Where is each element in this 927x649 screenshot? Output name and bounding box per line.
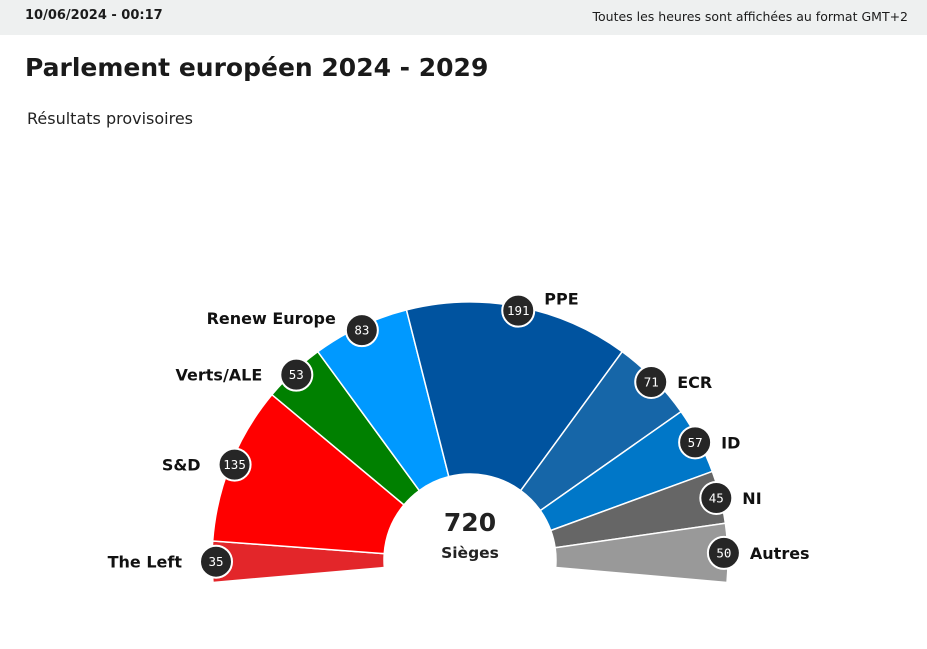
seat-badge-ni: 45 <box>699 480 734 515</box>
segment-renew-europe <box>316 309 450 492</box>
seat-badge-circle <box>279 357 314 392</box>
seat-badge-circle <box>678 425 713 460</box>
seat-count-the-left: 35 <box>208 554 223 569</box>
top-bar: 10/06/2024 - 00:17 Toutes les heures son… <box>0 0 927 35</box>
seat-count-id: 57 <box>688 435 703 450</box>
seat-badge-ecr: 71 <box>634 365 669 400</box>
label-layer: The Left S&D Verts/ALE Renew Europe PPE ECR ID… <box>108 290 810 572</box>
page-title: Parlement européen 2024 - 2029 <box>25 53 489 82</box>
seat-badge-circle <box>344 313 379 348</box>
party-label-sandd: S&D <box>162 456 201 475</box>
seat-count-verts-ale: 53 <box>289 367 304 382</box>
segment-ppe <box>405 301 624 492</box>
total-seats-label: Sièges <box>441 544 499 562</box>
seat-count-renew-europe: 83 <box>354 323 369 338</box>
total-seats-value: 720 <box>444 508 496 537</box>
update-datetime: 10/06/2024 - 00:17 <box>25 8 163 23</box>
party-label-the-left: The Left <box>108 553 183 572</box>
timezone-note: Toutes les heures sont affichées au form… <box>592 9 908 24</box>
page-subtitle: Résultats provisoires <box>27 109 193 128</box>
seat-badge-circle <box>199 544 234 579</box>
seat-badge-circle <box>699 480 734 515</box>
seat-badge-sandd: 135 <box>217 447 252 482</box>
seat-badge-renew-europe: 83 <box>344 313 379 348</box>
segment-layer <box>211 301 729 584</box>
seat-count-ecr: 71 <box>644 375 659 390</box>
party-label-id: ID <box>721 433 740 452</box>
party-label-ni: NI <box>742 489 761 508</box>
party-label-ppe: PPE <box>544 290 578 309</box>
seat-count-sandd: 135 <box>223 457 246 472</box>
seat-count-ni: 45 <box>709 490 724 505</box>
party-label-ecr: ECR <box>677 373 712 392</box>
party-label-renew-europe: Renew Europe <box>207 309 336 328</box>
seat-badge-circle <box>217 447 252 482</box>
segment-autres <box>554 522 729 584</box>
seat-badge-id: 57 <box>678 425 713 460</box>
seat-count-autres: 50 <box>716 545 731 560</box>
seat-badge-circle <box>634 365 669 400</box>
seat-badge-autres: 50 <box>706 535 741 570</box>
badge-layer: 35 135 53 83 191 71 57 45 50 <box>199 293 741 579</box>
seat-count-ppe: 191 <box>507 303 530 318</box>
segment-sandd <box>211 393 406 555</box>
seat-badge-circle <box>706 535 741 570</box>
seat-badge-the-left: 35 <box>199 544 234 579</box>
party-label-autres: Autres <box>750 544 810 563</box>
seat-badge-verts-ale: 53 <box>279 357 314 392</box>
party-label-verts-ale: Verts/ALE <box>176 366 263 385</box>
seat-badge-ppe: 191 <box>501 293 536 328</box>
seat-badge-circle <box>501 293 536 328</box>
